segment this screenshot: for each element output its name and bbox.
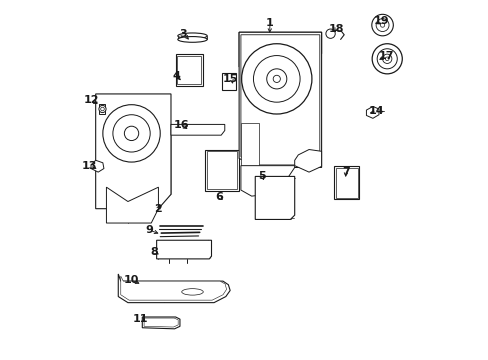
Text: 7: 7 <box>341 167 349 177</box>
Polygon shape <box>255 176 294 220</box>
Ellipse shape <box>178 33 207 39</box>
Text: 17: 17 <box>378 51 393 61</box>
Polygon shape <box>96 94 171 209</box>
Polygon shape <box>99 101 158 151</box>
Text: 2: 2 <box>154 204 161 215</box>
Bar <box>206 151 237 189</box>
Circle shape <box>376 49 396 69</box>
Bar <box>177 55 201 84</box>
Polygon shape <box>142 317 180 329</box>
Text: 16: 16 <box>174 121 189 130</box>
Polygon shape <box>121 276 226 300</box>
Text: 15: 15 <box>223 74 238 84</box>
Text: 8: 8 <box>150 247 158 257</box>
Polygon shape <box>241 166 294 196</box>
Circle shape <box>375 19 388 32</box>
Circle shape <box>380 23 384 27</box>
Circle shape <box>382 54 391 63</box>
Polygon shape <box>171 125 224 135</box>
Ellipse shape <box>182 289 203 295</box>
Bar <box>175 54 202 86</box>
Polygon shape <box>241 35 319 165</box>
Polygon shape <box>106 187 158 223</box>
Polygon shape <box>118 274 230 303</box>
Bar <box>333 166 359 199</box>
Text: 6: 6 <box>215 192 223 202</box>
Polygon shape <box>99 104 105 114</box>
Circle shape <box>253 55 300 102</box>
Circle shape <box>124 126 139 140</box>
Polygon shape <box>239 32 321 67</box>
Text: 13: 13 <box>81 161 97 171</box>
Text: 19: 19 <box>373 17 388 27</box>
Circle shape <box>101 107 104 111</box>
Circle shape <box>273 75 280 82</box>
Polygon shape <box>91 160 104 172</box>
Circle shape <box>99 105 106 113</box>
Circle shape <box>371 44 402 74</box>
Circle shape <box>241 44 311 114</box>
Text: 1: 1 <box>265 18 273 28</box>
Polygon shape <box>241 123 258 166</box>
Text: 11: 11 <box>132 314 148 324</box>
Circle shape <box>325 29 335 39</box>
Circle shape <box>371 14 392 36</box>
Circle shape <box>266 69 286 89</box>
Circle shape <box>113 115 150 152</box>
Polygon shape <box>156 240 211 259</box>
Bar <box>335 168 357 198</box>
Text: 4: 4 <box>172 71 180 81</box>
Text: 3: 3 <box>180 29 187 39</box>
Text: 12: 12 <box>83 95 99 105</box>
Text: 14: 14 <box>368 106 384 116</box>
Circle shape <box>102 105 160 162</box>
Text: 10: 10 <box>123 275 139 285</box>
Text: 5: 5 <box>257 171 265 181</box>
Polygon shape <box>144 318 178 327</box>
Polygon shape <box>294 149 321 172</box>
Circle shape <box>385 57 388 60</box>
Bar <box>204 149 239 191</box>
Text: 18: 18 <box>327 24 343 34</box>
Polygon shape <box>366 107 378 118</box>
Polygon shape <box>106 116 158 202</box>
Bar <box>222 73 235 90</box>
Ellipse shape <box>178 37 207 42</box>
Text: 9: 9 <box>145 225 153 235</box>
Polygon shape <box>239 32 321 167</box>
